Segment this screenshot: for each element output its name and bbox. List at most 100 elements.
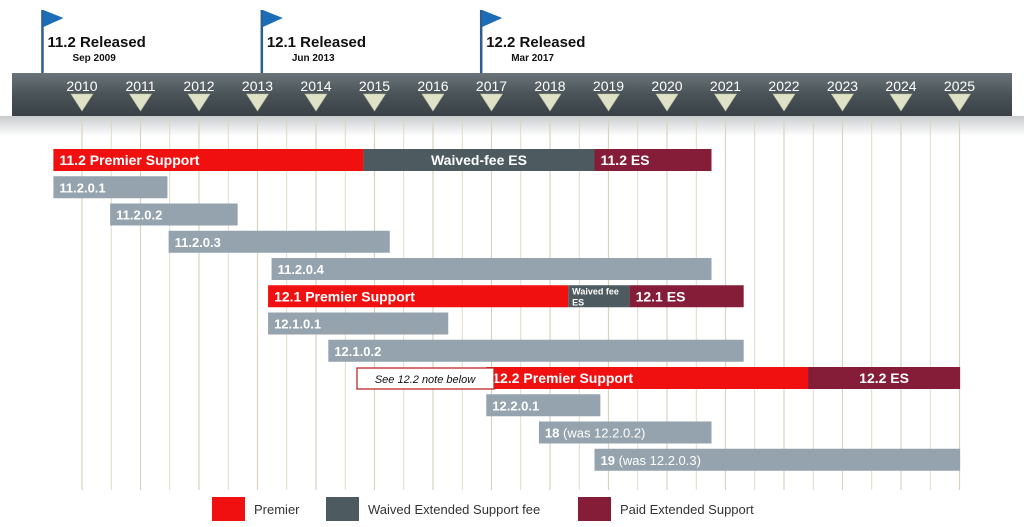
year-label-2025: 2025: [944, 78, 975, 94]
support-bars: 11.2 Premier Support Waived-fee ES 11.2 ES…: [53, 149, 961, 471]
bar-segment: 11.2 Premier Support: [53, 149, 364, 171]
bar-label: 11.2.0.3: [175, 235, 221, 250]
bar-paid: [808, 367, 961, 389]
year-label-2023: 2023: [827, 78, 858, 94]
release-flags: 11.2 Released Sep 2009 12.1 Released Jun 20…: [41, 10, 585, 73]
bar-paid: [594, 149, 712, 171]
bar-patch: [486, 394, 601, 417]
bar-patch: [594, 448, 961, 471]
year-tick-marker: [421, 93, 445, 112]
bar-premier: [268, 285, 569, 308]
bar-segment: 12.2 ES: [808, 367, 961, 389]
legend-swatch: [578, 497, 611, 521]
release-date: Jun 2013: [292, 53, 335, 64]
bar-segment: 12.2 Premier Support: [486, 367, 809, 389]
bar-segment: 12.1 Premier Support: [268, 285, 569, 308]
year-label-2016: 2016: [417, 78, 448, 94]
bar-segment: 11.2.0.1: [53, 176, 168, 199]
year-tick-marker: [362, 93, 387, 112]
bar-segment: 12.1.0.2: [328, 339, 744, 362]
year-label-2012: 2012: [183, 78, 214, 94]
bar-label: 11.2.0.4: [278, 262, 325, 277]
bar-patch: [168, 230, 390, 253]
release-date: Mar 2017: [511, 53, 554, 64]
bar-waived: [363, 149, 595, 171]
year-label-2010: 2010: [66, 78, 97, 94]
timeline-band: 2010 2011 2012 2013 2014 2015 2016 2017 2018 2019…: [12, 73, 1012, 116]
bar-segment: 11.2.0.3: [168, 230, 390, 253]
legend-swatch: [212, 497, 245, 521]
bar-label: 12.1 Premier Support: [274, 288, 415, 304]
bar-segment: 12.1 ES: [629, 285, 744, 308]
bar-segment: 11.2 ES: [594, 149, 712, 171]
legend-label: Paid Extended Support: [620, 502, 754, 517]
bar-patch: [328, 339, 744, 362]
bar-label: 12.1 ES: [636, 288, 686, 304]
release-title: 12.1 Released: [267, 34, 366, 51]
bar-patch: [268, 312, 449, 335]
year-label-2011: 2011: [125, 78, 155, 94]
year-tick-marker: [538, 93, 562, 112]
bar-label: Waived fee ES: [572, 286, 619, 307]
year-label-2021: 2021: [710, 78, 741, 94]
year-tick-marker: [947, 93, 972, 112]
year-tick-marker: [187, 93, 211, 112]
flag-icon: [43, 10, 64, 27]
band-shadow: [0, 116, 1024, 136]
year-label-2017: 2017: [476, 78, 507, 94]
year-tick-marker: [889, 93, 913, 112]
bar-label: 18 (was 12.2.0.2): [545, 426, 645, 441]
legend-item-premier: Premier: [212, 497, 300, 521]
bar-label: 19 (was 12.2.0.3): [601, 453, 701, 468]
release-marker: 12.1 Released Jun 2013: [260, 10, 366, 73]
release-title: 11.2 Released: [47, 34, 145, 51]
legend-item-waived: Waived Extended Support fee: [326, 497, 540, 521]
year-tick-marker: [128, 93, 153, 112]
bar-segment: Waived fee ES: [568, 285, 630, 308]
note-text: See 12.2 note below: [375, 374, 476, 386]
year-tick-marker: [479, 93, 504, 112]
year-tick-marker: [304, 93, 328, 112]
year-label-2014: 2014: [300, 78, 331, 94]
bar-segment: 12.2.0.1: [486, 394, 601, 417]
bar-premier: [53, 149, 364, 171]
legend-item-paid: Paid Extended Support: [578, 497, 754, 521]
year-label-2022: 2022: [768, 78, 799, 94]
bar-segment: 11.2.0.4: [271, 258, 712, 280]
bar-label: 12.1.0.2: [334, 344, 381, 359]
flag-icon: [262, 10, 283, 27]
year-label-2020: 2020: [651, 78, 682, 94]
bar-waived: [568, 285, 630, 308]
bar-label: 12.2.0.1: [492, 398, 539, 413]
release-title: 12.2 Released: [486, 34, 585, 51]
release-marker: 12.2 Released Mar 2017: [479, 10, 585, 73]
bar-label: 12.2 Premier Support: [492, 370, 633, 386]
bar-label: 11.2 ES: [601, 152, 650, 168]
bar-segment: 18 (was 12.2.0.2): [538, 421, 712, 444]
year-label-2015: 2015: [359, 78, 390, 94]
year-tick-marker: [245, 93, 270, 112]
note-box: See 12.2 note below: [356, 367, 495, 390]
release-marker: 11.2 Released Sep 2009: [41, 10, 146, 73]
bar-segment: 11.2.0.2: [110, 203, 238, 226]
bar-label: 12.1.0.1: [274, 317, 321, 332]
bar-segment: Waived-fee ES: [363, 149, 595, 171]
bar-premier: [486, 367, 809, 389]
legend-label: Premier: [254, 502, 300, 517]
flag-icon: [482, 10, 503, 27]
legend: Premier Waived Extended Support fee Paid E…: [212, 497, 754, 521]
release-date: Sep 2009: [72, 53, 116, 64]
legend-swatch: [326, 497, 359, 521]
year-tick-marker: [70, 93, 94, 112]
bar-segment: 12.1.0.1: [268, 312, 449, 335]
bar-label: 11.2 Premier Support: [59, 152, 199, 168]
year-label-2024: 2024: [885, 78, 916, 94]
year-tick-marker: [713, 93, 738, 112]
timeline-bar: [12, 73, 1012, 116]
legend-label: Waived Extended Support fee: [368, 502, 540, 517]
note-border: [356, 367, 495, 390]
year-label-2019: 2019: [593, 78, 624, 94]
year-tick-marker: [655, 93, 679, 112]
bar-label: 11.2.0.1: [59, 180, 105, 195]
